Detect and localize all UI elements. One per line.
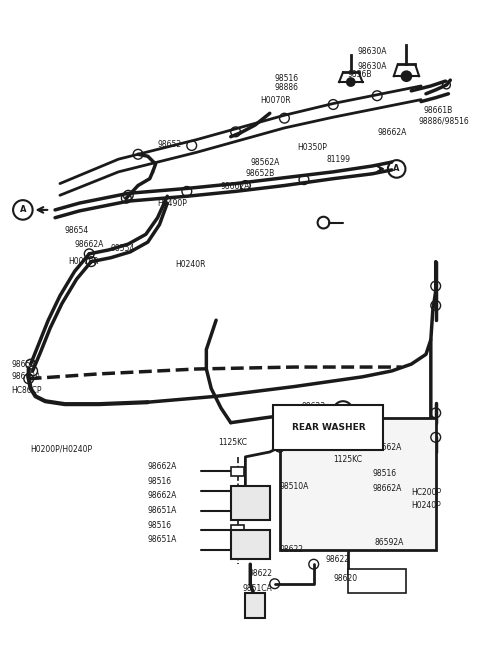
Text: 98630A: 98630A <box>358 47 387 57</box>
Text: 81199: 81199 <box>326 154 350 164</box>
Text: 98662A: 98662A <box>148 462 177 471</box>
Text: 98662A: 98662A <box>377 128 407 137</box>
Text: 98652B: 98652B <box>245 170 275 178</box>
Text: 1125KC: 1125KC <box>333 455 362 464</box>
Text: 98886/98516: 98886/98516 <box>418 116 469 125</box>
Bar <box>231 530 270 559</box>
Text: 98622: 98622 <box>279 545 303 554</box>
Text: H0200P/H0240P: H0200P/H0240P <box>31 445 93 453</box>
Text: 98662A: 98662A <box>221 182 251 191</box>
Text: 98516: 98516 <box>148 477 172 486</box>
Bar <box>231 466 244 476</box>
Text: 98662A: 98662A <box>372 484 402 493</box>
Bar <box>231 486 244 496</box>
Text: 98651A: 98651A <box>148 506 177 515</box>
Bar <box>348 569 407 593</box>
Text: REAR WASHER: REAR WASHER <box>291 423 365 432</box>
Text: 98886: 98886 <box>275 83 299 93</box>
Text: 98661B: 98661B <box>423 106 452 115</box>
Text: 98662A: 98662A <box>148 491 177 501</box>
Text: 9856B: 9856B <box>348 70 372 79</box>
Text: 98620: 98620 <box>333 574 357 583</box>
Text: HC200P: HC200P <box>411 488 442 497</box>
Circle shape <box>346 77 356 87</box>
Text: 98662A: 98662A <box>74 240 104 248</box>
Text: 98516: 98516 <box>148 520 172 530</box>
Text: H0350P: H0350P <box>297 143 327 152</box>
Text: 98662A: 98662A <box>372 443 402 451</box>
Text: 98662A: 98662A <box>11 373 40 381</box>
Text: A: A <box>394 164 400 173</box>
Circle shape <box>401 70 412 82</box>
Text: 98516: 98516 <box>275 74 299 83</box>
Text: 1125KC: 1125KC <box>218 438 247 447</box>
Text: 98622: 98622 <box>325 555 349 564</box>
Bar <box>231 525 244 535</box>
Text: HC86CP: HC86CP <box>11 386 42 395</box>
Text: 86592A: 86592A <box>374 538 404 547</box>
Text: 98630A: 98630A <box>358 62 387 71</box>
Text: 98652: 98652 <box>157 140 181 149</box>
Bar <box>245 593 265 618</box>
Text: 98554: 98554 <box>111 244 135 254</box>
Text: H0240P: H0240P <box>411 501 441 510</box>
Text: 98562A: 98562A <box>250 158 280 167</box>
Text: H0070R: H0070R <box>260 96 291 105</box>
Text: A: A <box>20 206 26 214</box>
Bar <box>231 486 270 520</box>
Text: 98651A: 98651A <box>148 535 177 544</box>
Text: H0240R: H0240R <box>175 260 205 269</box>
Text: H0070R: H0070R <box>68 257 98 266</box>
Text: 98510A: 98510A <box>279 482 309 491</box>
Text: 98622: 98622 <box>248 570 272 578</box>
Text: 98654: 98654 <box>65 226 89 235</box>
Bar <box>231 545 244 555</box>
Text: 98654: 98654 <box>11 359 36 369</box>
Bar <box>231 506 244 515</box>
Text: 98623: 98623 <box>302 401 326 411</box>
Text: H0490P: H0490P <box>157 198 187 208</box>
Bar <box>279 418 436 549</box>
Text: 98516: 98516 <box>372 469 396 478</box>
Text: 9851CA: 9851CA <box>242 584 272 593</box>
